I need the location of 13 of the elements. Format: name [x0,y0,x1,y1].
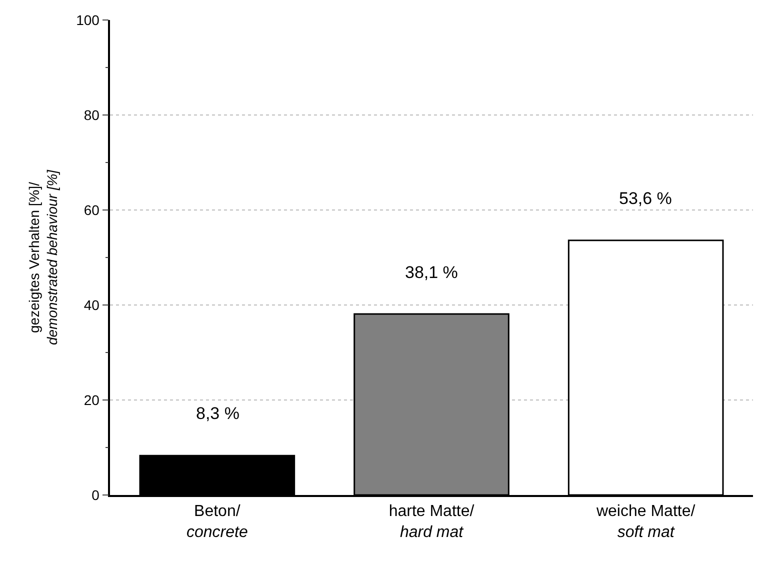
x-tick-label: weiche Matte/ soft mat [595,502,696,541]
y-tick-label: 20 [84,392,100,408]
x-tick-label: harte Matte/ hard mat [388,502,475,541]
y-tick-label: 40 [84,296,100,313]
data-label: 8,3 % [196,404,240,423]
x-tick-label: Beton/ concrete [186,502,248,541]
y-tick-label: 60 [84,202,100,218]
data-label: 53,6 % [619,189,672,208]
y-tick-label: 100 [76,12,100,28]
y-tick-label: 80 [84,106,100,123]
y-axis-title: gezeigtes Verhalten [%]/ demonstrated behaviour [%] [26,168,60,346]
y-tick-label: 0 [92,486,100,503]
data-label: 38,1 % [405,263,458,282]
